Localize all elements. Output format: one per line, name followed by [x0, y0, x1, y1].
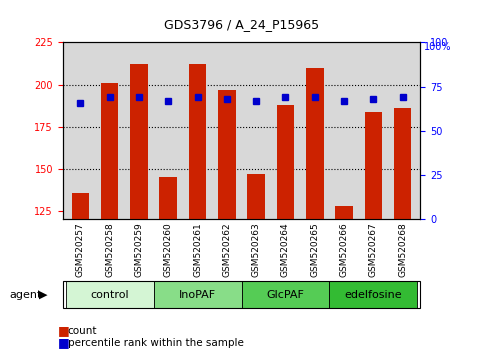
Text: GDS3796 / A_24_P15965: GDS3796 / A_24_P15965 [164, 18, 319, 31]
Text: ■: ■ [58, 336, 70, 349]
Text: edelfosine: edelfosine [344, 290, 402, 300]
Bar [247, 174, 265, 219]
Bar [306, 68, 324, 219]
Bar [159, 177, 177, 219]
Bar [130, 64, 148, 219]
Bar [335, 206, 353, 219]
Text: InoPAF: InoPAF [179, 290, 216, 300]
Text: percentile rank within the sample: percentile rank within the sample [68, 338, 243, 348]
Text: ■: ■ [58, 325, 70, 337]
Bar [277, 105, 294, 219]
Bar [218, 90, 236, 219]
Text: agent: agent [10, 290, 42, 300]
Bar [394, 108, 412, 219]
Bar [101, 83, 118, 219]
Text: GlcPAF: GlcPAF [267, 290, 304, 300]
Text: control: control [90, 290, 129, 300]
Text: count: count [68, 326, 97, 336]
Text: ▶: ▶ [39, 290, 48, 300]
Bar [71, 193, 89, 219]
Bar [189, 64, 206, 219]
Text: 100%: 100% [424, 42, 451, 52]
Bar [365, 112, 382, 219]
